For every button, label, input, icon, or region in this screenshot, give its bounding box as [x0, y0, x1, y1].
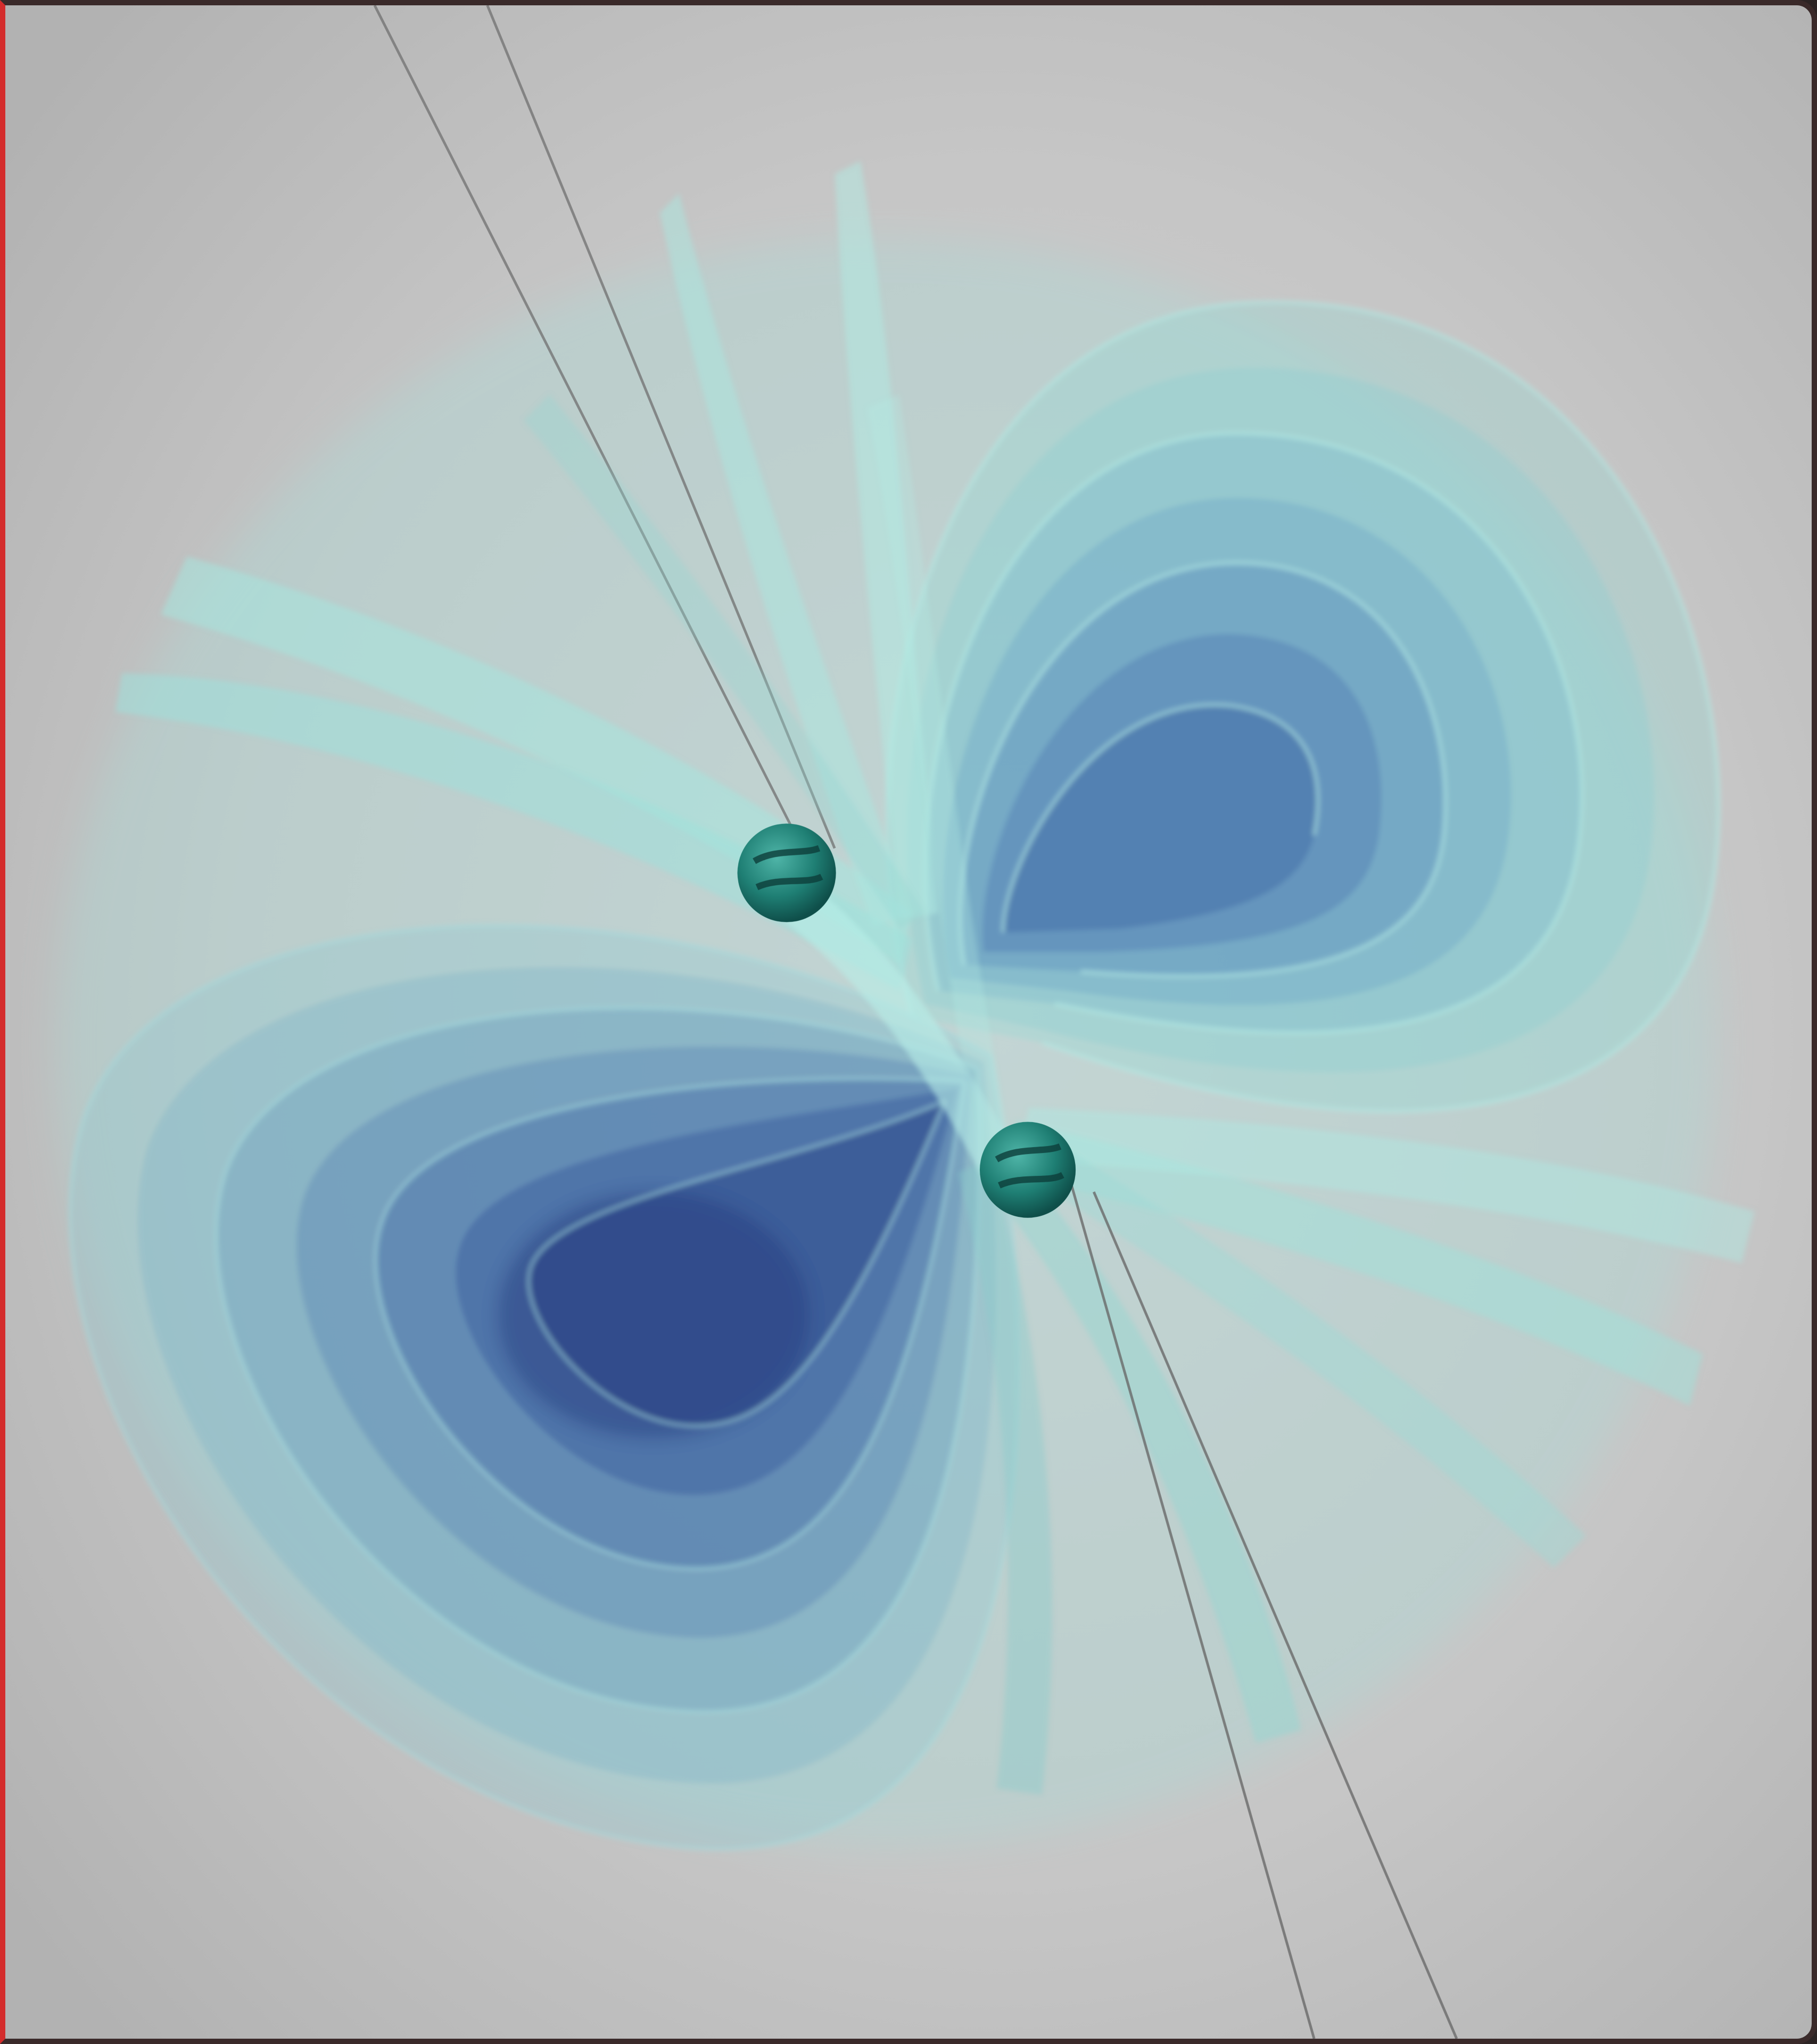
lower-lobe [68, 924, 1020, 1851]
particle-lower [979, 1122, 1076, 1218]
upper-ribbons [115, 161, 938, 991]
particle-upper [737, 823, 836, 922]
lower-ribbons [957, 1107, 1755, 1795]
field-lines-illustration [5, 5, 1812, 2039]
axis-lines-lower [1067, 1172, 1458, 2039]
central-ribbons [757, 394, 1029, 1192]
upper-lobe [886, 300, 1721, 1113]
